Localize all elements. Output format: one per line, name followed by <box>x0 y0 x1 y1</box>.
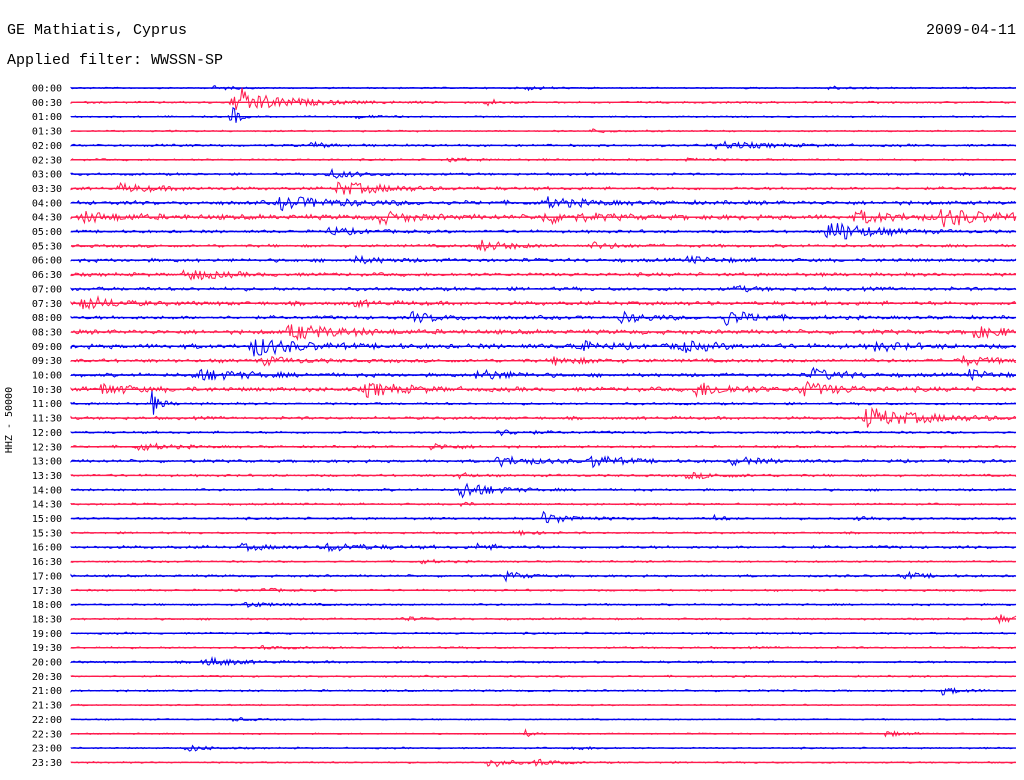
time-label-1100: 11:00 <box>32 399 62 410</box>
time-label-0930: 09:30 <box>32 356 62 367</box>
trace-1400 <box>70 482 1017 499</box>
time-label-1700: 17:00 <box>32 571 62 582</box>
time-label-1200: 12:00 <box>32 428 62 439</box>
time-label-0830: 08:30 <box>32 327 62 338</box>
trace-0100 <box>70 106 1017 123</box>
time-label-0130: 01:30 <box>32 127 62 138</box>
time-label-group: 00:00 00:30 01:00 01:30 02:00 02:30 03:00 03:30… <box>32 84 62 769</box>
time-label-2100: 21:00 <box>32 686 62 697</box>
trace-1300 <box>70 455 1017 469</box>
time-label-0900: 09:00 <box>32 342 62 353</box>
time-label-0700: 07:00 <box>32 284 62 295</box>
time-label-2200: 22:00 <box>32 715 62 726</box>
time-label-0500: 05:00 <box>32 227 62 238</box>
time-label-1600: 16:00 <box>32 543 62 554</box>
time-label-0430: 04:30 <box>32 213 62 224</box>
time-label-2230: 22:30 <box>32 729 62 740</box>
time-label-2300: 23:00 <box>32 744 62 755</box>
time-label-0730: 07:30 <box>32 299 62 310</box>
time-label-1500: 15:00 <box>32 514 62 525</box>
filter-label: Applied filter: WWSSN-SP <box>7 52 224 69</box>
time-label-0100: 01:00 <box>32 112 62 123</box>
trace-1500 <box>70 510 1017 524</box>
date-label: 2009-04-11 <box>925 22 1016 39</box>
time-label-1300: 13:00 <box>32 457 62 468</box>
time-label-2030: 20:30 <box>32 672 62 683</box>
time-label-1530: 15:30 <box>32 528 62 539</box>
trace-0900 <box>70 339 1017 357</box>
time-label-1730: 17:30 <box>32 586 62 597</box>
trace-1000 <box>70 366 1017 382</box>
time-label-0200: 02:00 <box>32 141 62 152</box>
trace-0030 <box>70 87 1017 111</box>
trace-2100 <box>70 687 1017 696</box>
time-label-0000: 00:00 <box>32 84 62 95</box>
time-label-1430: 14:30 <box>32 500 62 511</box>
time-label-1030: 10:30 <box>32 385 62 396</box>
time-label-1130: 11:30 <box>32 414 62 425</box>
time-label-0800: 08:00 <box>32 313 62 324</box>
time-label-1930: 19:30 <box>32 643 62 654</box>
time-label-2330: 23:30 <box>32 758 62 769</box>
station-title: GE Mathiatis, Cyprus <box>7 22 188 39</box>
trace-0430 <box>70 209 1017 228</box>
time-label-2130: 21:30 <box>32 701 62 712</box>
trace-0800 <box>70 310 1017 326</box>
time-label-1800: 18:00 <box>32 600 62 611</box>
time-label-0600: 06:00 <box>32 256 62 267</box>
trace-group <box>70 84 1017 768</box>
trace-1100 <box>70 391 1017 415</box>
time-label-1230: 12:30 <box>32 442 62 453</box>
time-label-2000: 20:00 <box>32 658 62 669</box>
time-label-1900: 19:00 <box>32 629 62 640</box>
time-label-0300: 03:00 <box>32 170 62 181</box>
time-label-1330: 13:30 <box>32 471 62 482</box>
time-label-0530: 05:30 <box>32 241 62 252</box>
time-label-0630: 06:30 <box>32 270 62 281</box>
time-label-1630: 16:30 <box>32 557 62 568</box>
time-label-1830: 18:30 <box>32 614 62 625</box>
time-label-1000: 10:00 <box>32 371 62 382</box>
time-label-0400: 04:00 <box>32 198 62 209</box>
time-label-0030: 00:30 <box>32 98 62 109</box>
time-label-1400: 14:00 <box>32 485 62 496</box>
time-label-0230: 02:30 <box>32 155 62 166</box>
time-label-0330: 03:30 <box>32 184 62 195</box>
